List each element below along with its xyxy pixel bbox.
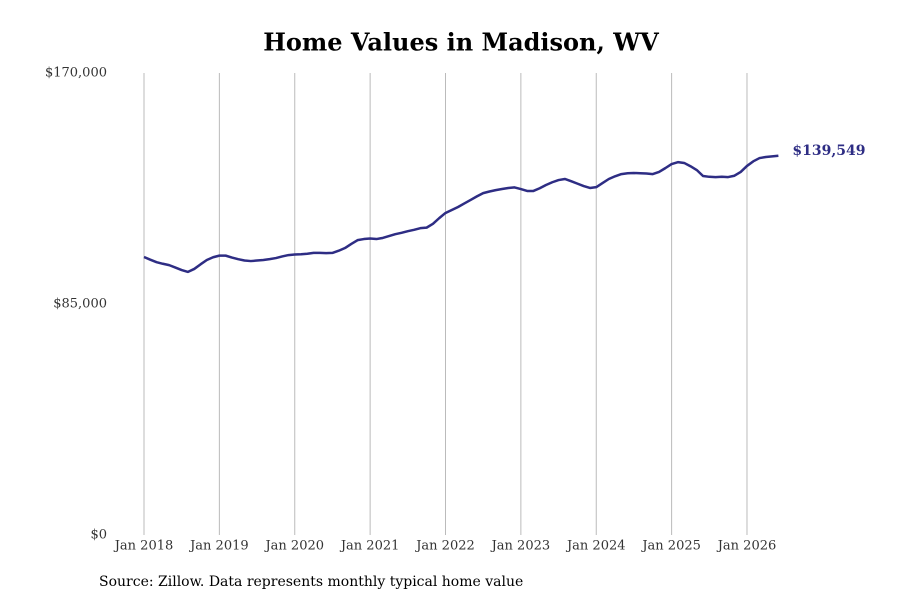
y-tick-label: $85,000 (53, 297, 107, 312)
x-tick-label: Jan 2026 (716, 539, 777, 554)
line-series (143, 154, 779, 274)
x-tick-label: Jan 2023 (490, 539, 551, 554)
y-tick-label: $170,000 (45, 66, 107, 81)
x-tick-label: Jan 2024 (565, 539, 626, 554)
chart-title: Home Values in Madison, WV (263, 28, 659, 57)
x-tick-label: Jan 2025 (640, 539, 701, 554)
end-value-label: $139,549 (792, 143, 865, 159)
source-note: Source: Zillow. Data represents monthly … (99, 574, 523, 590)
x-tick-label: Jan 2019 (188, 539, 249, 554)
x-tick-label: Jan 2018 (113, 539, 174, 554)
x-tick-label: Jan 2022 (414, 539, 475, 554)
x-tick-label: Jan 2021 (339, 539, 400, 554)
y-tick-label: $0 (90, 528, 107, 543)
x-tick-label: Jan 2020 (263, 539, 324, 554)
